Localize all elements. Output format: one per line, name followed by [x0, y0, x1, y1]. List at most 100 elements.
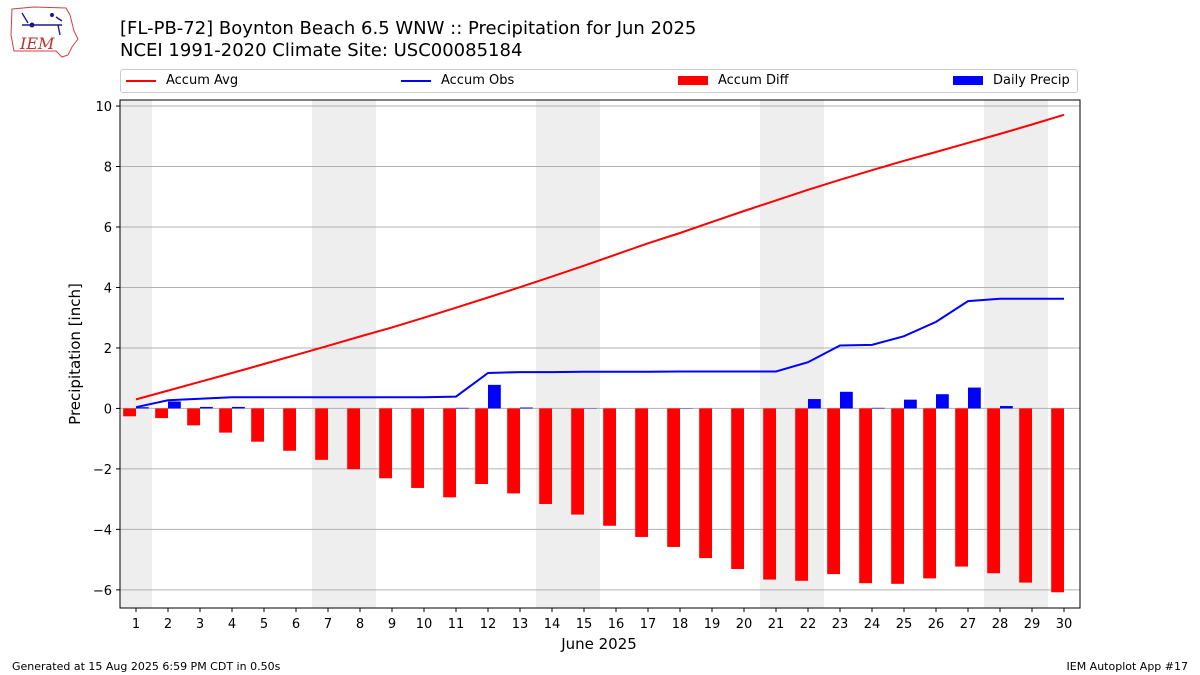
- accum-diff-bar: [347, 408, 360, 470]
- y-tick-label: 6: [104, 221, 112, 236]
- legend-label-accum-obs: Accum Obs: [441, 73, 515, 88]
- y-tick-label: 2: [104, 342, 112, 357]
- x-tick-label: 28: [992, 617, 1009, 632]
- daily-precip-bar: [488, 384, 501, 409]
- accum-diff-bar: [539, 408, 552, 504]
- daily-precip-bar: [520, 407, 533, 409]
- x-axis-label: June 2025: [560, 635, 637, 653]
- accum-diff-bar: [411, 408, 424, 488]
- x-tick-label: 11: [448, 617, 465, 632]
- x-tick-label: 9: [388, 617, 396, 632]
- daily-precip-bar: [808, 399, 821, 409]
- iem-logo: IEM: [10, 6, 79, 58]
- accum-diff-bar: [635, 408, 648, 537]
- accum-diff-bar: [443, 408, 456, 498]
- weekend-band: [568, 100, 600, 608]
- x-tick-label: 8: [356, 617, 364, 632]
- legend-item-accum-obs: Accum Obs: [401, 73, 514, 89]
- chart-subtitle: NCEI 1991-2020 Climate Site: USC00085184: [120, 40, 523, 61]
- accum-diff-bar: [859, 408, 872, 584]
- x-tick-label: 6: [292, 617, 300, 632]
- daily-precip-bar: [1000, 406, 1013, 409]
- x-tick-label: 19: [704, 617, 721, 632]
- plot-frame: [119, 99, 1081, 609]
- x-tick-label: 3: [196, 617, 204, 632]
- x-tick-label: 18: [672, 617, 689, 632]
- chart-title: [FL-PB-72] Boynton Beach 6.5 WNW :: Prec…: [120, 18, 697, 39]
- accum-diff-bar: [155, 408, 168, 419]
- legend-label-daily-precip: Daily Precip: [993, 73, 1070, 88]
- legend-swatch-accum-avg: [126, 79, 156, 82]
- y-tick-label: −2: [93, 463, 112, 478]
- accum-diff-bar: [379, 408, 392, 479]
- daily-precip-bar: [232, 406, 245, 409]
- accum-diff-bar: [603, 408, 616, 526]
- accum-diff-bars: [123, 408, 1064, 593]
- y-gridlines: [120, 105, 1080, 591]
- legend: Accum Avg Accum Obs Accum Diff Daily Pre…: [120, 69, 1078, 93]
- x-tick-label: 10: [416, 617, 433, 632]
- daily-precip-bar: [904, 399, 917, 409]
- x-tick-label: 27: [960, 617, 977, 632]
- autoplot-app-label: IEM Autoplot App #17: [1066, 660, 1189, 673]
- daily-precip-bar: [872, 407, 885, 409]
- x-tick-label: 14: [544, 617, 561, 632]
- daily-precip-bars: [136, 384, 1013, 409]
- x-tick-label: 4: [228, 617, 236, 632]
- accum-diff-bar: [987, 408, 1000, 574]
- legend-label-accum-diff: Accum Diff: [718, 73, 789, 88]
- legend-swatch-accum-diff: [678, 76, 708, 85]
- accum-diff-bar: [1019, 408, 1032, 583]
- x-tick-label: 1: [132, 617, 140, 632]
- x-tick-label: 23: [832, 617, 849, 632]
- accum-diff-bar: [187, 408, 200, 426]
- legend-swatch-daily-precip: [953, 76, 983, 85]
- weekend-bands: [120, 100, 1048, 608]
- x-tick-label: 30: [1056, 617, 1073, 632]
- x-tick-label: 25: [896, 617, 913, 632]
- daily-precip-bar: [456, 407, 469, 409]
- accum-diff-bar: [923, 408, 936, 579]
- legend-label-accum-avg: Accum Avg: [166, 73, 239, 88]
- daily-precip-bar: [200, 406, 213, 409]
- daily-precip-bar: [168, 401, 181, 409]
- x-tick-label: 20: [736, 617, 753, 632]
- y-axis-ticks: −6 −4 −2 0 2 4 6 8 10: [93, 100, 120, 599]
- x-tick-label: 29: [1024, 617, 1041, 632]
- x-tick-label: 22: [800, 617, 817, 632]
- x-tick-label: 21: [768, 617, 785, 632]
- legend-item-accum-diff: Accum Diff: [678, 73, 789, 89]
- daily-precip-bar: [136, 407, 149, 409]
- x-tick-label: 24: [864, 617, 881, 632]
- accum-diff-bar: [667, 408, 680, 547]
- accum-diff-bar: [315, 408, 328, 460]
- y-tick-label: −4: [93, 523, 112, 538]
- weekend-band: [536, 100, 568, 608]
- weekend-band: [344, 100, 376, 608]
- accum-diff-bar: [795, 408, 808, 581]
- x-tick-label: 12: [480, 617, 497, 632]
- accum-diff-bar: [827, 408, 840, 575]
- accum-diff-bar: [251, 408, 264, 442]
- x-tick-label: 17: [640, 617, 657, 632]
- accum-diff-bar: [219, 408, 232, 433]
- x-tick-label: 15: [576, 617, 593, 632]
- legend-item-accum-avg: Accum Avg: [126, 73, 238, 89]
- y-axis-label: Precipitation [inch]: [66, 283, 84, 425]
- x-tick-label: 26: [928, 617, 945, 632]
- x-tick-label: 13: [512, 617, 529, 632]
- y-tick-label: 8: [104, 161, 112, 176]
- accum-diff-bar: [283, 408, 296, 451]
- x-tick-label: 5: [260, 617, 268, 632]
- weekend-band: [120, 100, 152, 608]
- daily-precip-bar: [840, 391, 853, 409]
- x-tick-label: 7: [324, 617, 332, 632]
- accum-diff-bar: [475, 408, 488, 485]
- x-tick-label: 2: [164, 617, 172, 632]
- legend-swatch-accum-obs: [401, 79, 431, 82]
- y-tick-label: −6: [93, 584, 112, 599]
- y-tick-label: 4: [104, 281, 112, 296]
- y-tick-label: 0: [104, 402, 112, 417]
- accum-diff-bar: [571, 408, 584, 515]
